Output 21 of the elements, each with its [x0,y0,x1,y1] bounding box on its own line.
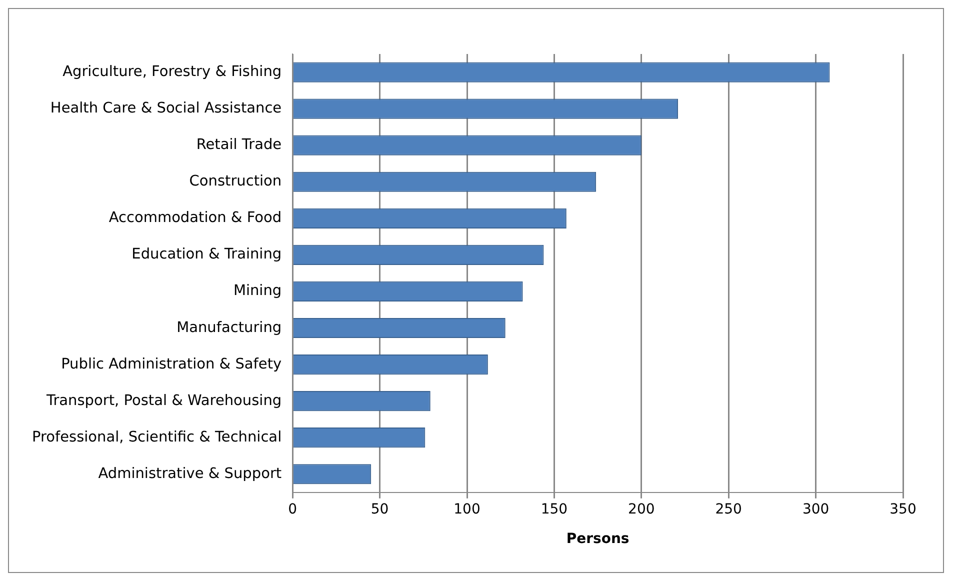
x-tick-label: 300 [802,501,830,518]
y-tick-label: Education & Training [132,246,282,263]
y-tick-label: Public Administration & Safety [61,356,282,372]
y-tick-label: Mining [233,283,282,300]
y-tick-label: Retail Trade [196,137,282,154]
x-tick-label: 150 [540,501,568,518]
x-tick-label: 350 [890,501,916,518]
x-tick-label: 0 [288,501,298,518]
y-tick-label: Professional, Scientific & Technical [32,429,282,446]
y-tick-label: Administrative & Support [98,466,282,482]
x-tick-label: 200 [628,501,655,518]
y-tick-label: Accommodation & Food [108,210,282,226]
y-tick-label: Construction [189,174,282,190]
x-axis-title: Persons [566,531,630,548]
y-tick-label: Transport, Postal & Warehousing [45,392,282,409]
x-tick-label: 250 [715,501,742,518]
x-tick-label: 100 [454,501,480,518]
x-tick-label: 50 [370,501,389,518]
y-tick-label: Agriculture, Forestry & Fishing [62,64,282,80]
y-tick-label: Manufacturing [176,320,282,336]
y-tick-label: Health Care & Social Assistance [50,100,282,117]
